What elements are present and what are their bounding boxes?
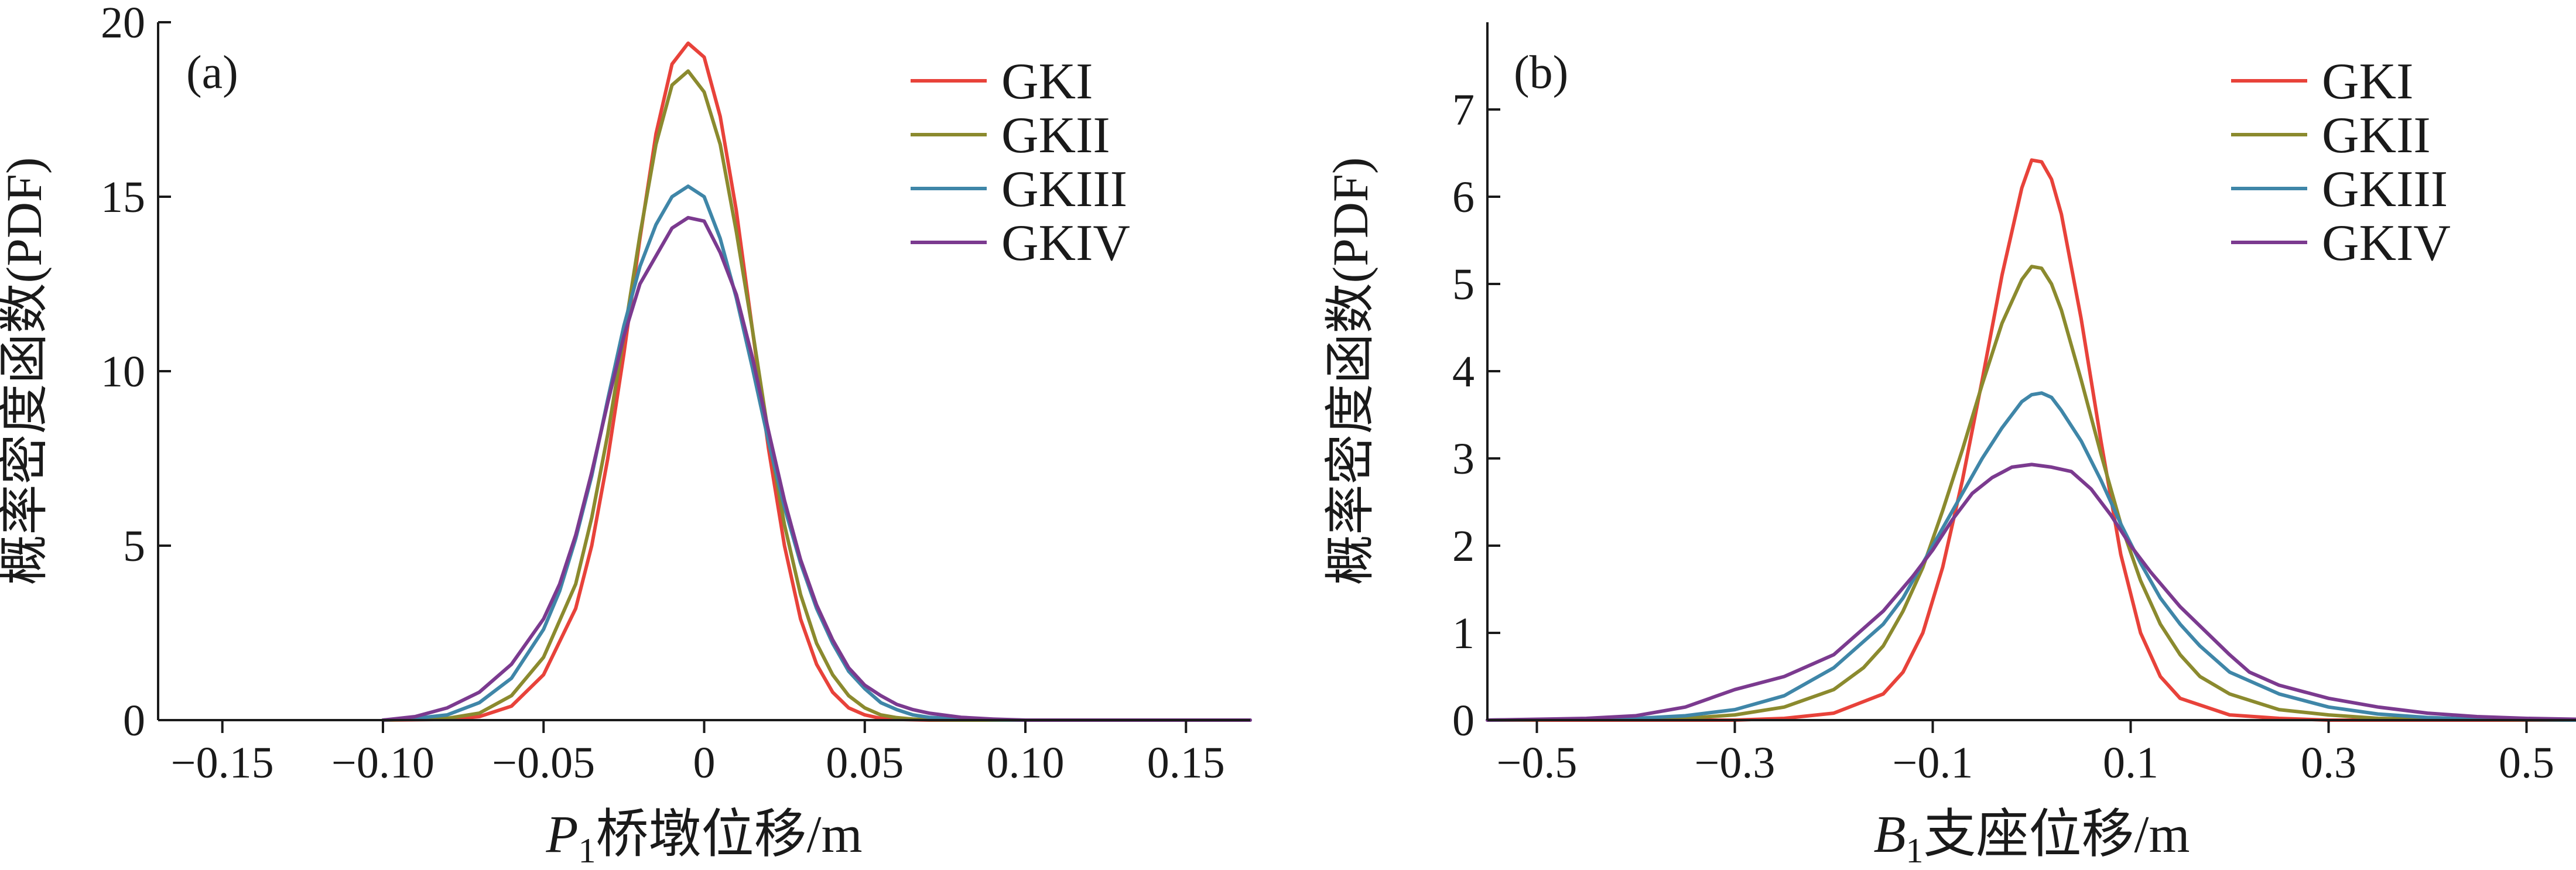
y-tick-label: 2 — [1452, 522, 1475, 571]
y-tick-label: 7 — [1452, 85, 1475, 135]
x-tick-label: −0.1 — [1893, 738, 1973, 787]
legend-label-gkii: GKII — [2322, 107, 2431, 164]
x-tick-label: −0.5 — [1497, 738, 1578, 787]
series-line-gkii — [381, 69, 1252, 722]
legend-label-gki: GKI — [2322, 53, 2413, 110]
panel-label: (b) — [1514, 47, 1568, 98]
x-tick-label: 0.1 — [2103, 738, 2158, 787]
x-tick-label: 0.15 — [1147, 738, 1225, 787]
x-axis-label: P1桥墩位移/m — [546, 806, 863, 867]
y-tick-label: 20 — [101, 0, 145, 47]
y-axis-label: 概率密度函数(PDF) — [1322, 157, 1378, 585]
legend-label-gkiii: GKIII — [2322, 161, 2448, 218]
chart-panel-a: −0.15 −0.10 −0.05 0 0.05 0.10 0.15 0 5 10 15 20 (a) G… — [0, 0, 1252, 870]
x-tick-label: 0.5 — [2499, 738, 2554, 787]
x-axis-label-symbol: B — [1874, 806, 1906, 864]
y-tick-label: 6 — [1452, 173, 1475, 222]
panel-label: (a) — [186, 47, 238, 98]
y-tick-label: 0 — [1452, 696, 1475, 745]
y-tick-label: 10 — [101, 347, 145, 396]
series-line-gkiii — [1486, 391, 2576, 722]
x-tick-label: −0.15 — [171, 738, 274, 787]
x-tick-label: 0 — [693, 738, 716, 787]
x-tick-label: 0.3 — [2301, 738, 2356, 787]
x-tick-label: 0.10 — [987, 738, 1065, 787]
x-tick-label: 0.05 — [826, 738, 904, 787]
series-line-gki — [381, 41, 1252, 722]
x-axis-label: B1支座位移/m — [1874, 806, 2190, 867]
series-line-gkiii — [381, 184, 1252, 722]
series-line-gkii — [1486, 265, 2576, 722]
legend-label-gkiv: GKIV — [1001, 215, 1130, 272]
y-tick-label: 3 — [1452, 434, 1475, 484]
y-tick-label: 0 — [123, 696, 145, 745]
x-axis-label-symbol: P — [546, 806, 579, 864]
series-line-gkiv — [381, 215, 1252, 722]
y-tick-label: 4 — [1452, 347, 1475, 396]
legend-label-gkiii: GKIII — [1001, 161, 1127, 218]
x-axis-label-text: 桥墩位移/m — [596, 806, 862, 864]
x-tick-label: −0.10 — [331, 738, 435, 787]
x-axis-label-subscript: 1 — [578, 831, 596, 867]
x-axis-label-subscript: 1 — [1906, 831, 1923, 867]
y-tick-label: 15 — [101, 173, 145, 222]
y-axis-label: 概率密度函数(PDF) — [0, 157, 52, 585]
series-line-gki — [1486, 158, 2576, 722]
y-tick-label: 5 — [1452, 260, 1475, 309]
legend-label-gkiv: GKIV — [2322, 215, 2451, 272]
series-line-gkiv — [1486, 463, 2576, 722]
x-tick-label: −0.05 — [492, 738, 595, 787]
y-tick-label: 5 — [123, 522, 145, 571]
y-tick-label: 1 — [1452, 609, 1475, 658]
legend-label-gki: GKI — [1001, 53, 1093, 110]
x-axis-label-text: 支座位移/m — [1923, 806, 2190, 864]
legend-label-gkii: GKII — [1001, 107, 1110, 164]
x-tick-label: −0.3 — [1695, 738, 1776, 787]
